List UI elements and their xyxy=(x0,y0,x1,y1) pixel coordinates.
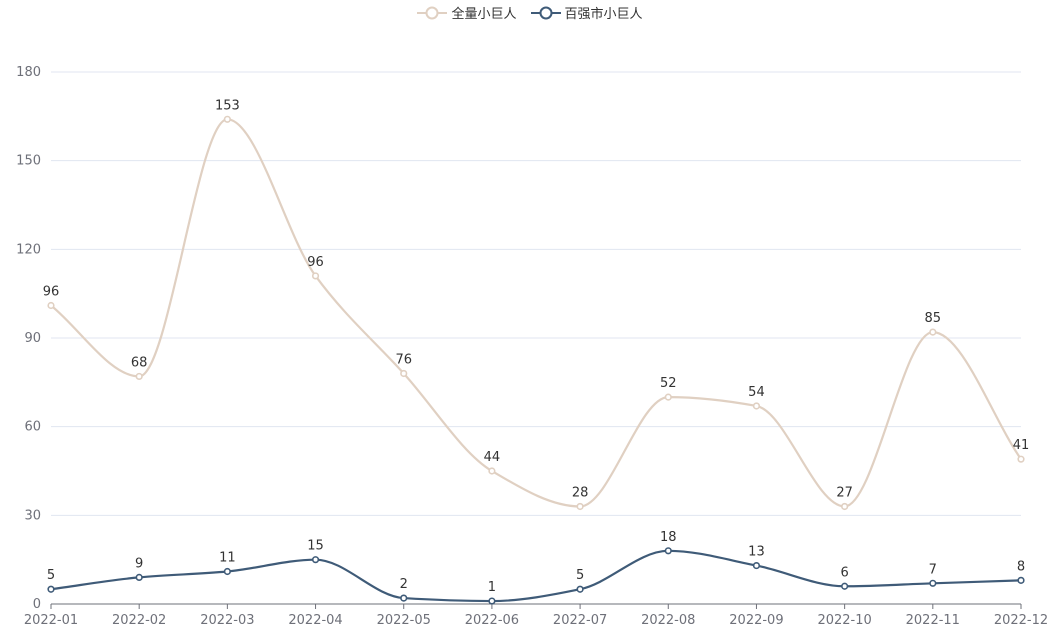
data-point[interactable] xyxy=(1017,576,1025,584)
x-tick-label: 2022-06 xyxy=(465,613,519,628)
x-tick-label: 2022-11 xyxy=(906,613,960,628)
data-label: 27 xyxy=(836,485,853,500)
data-label: 28 xyxy=(572,485,589,500)
x-tick-label: 2022-10 xyxy=(817,613,871,628)
x-tick-label: 2022-08 xyxy=(641,613,695,628)
series-line-1 xyxy=(50,118,1022,508)
data-point[interactable] xyxy=(576,502,584,511)
data-point[interactable] xyxy=(47,585,55,593)
y-tick-label: 60 xyxy=(24,420,41,435)
data-point[interactable] xyxy=(841,502,849,511)
x-tick-label: 2022-04 xyxy=(288,613,342,628)
x-tick-label: 2022-09 xyxy=(729,613,783,628)
data-label: 54 xyxy=(748,385,765,400)
x-tick-label: 2022-07 xyxy=(553,613,607,628)
data-point[interactable] xyxy=(929,579,937,587)
data-label: 41 xyxy=(1013,438,1030,453)
legend-label-series-1: 全量小巨人 xyxy=(451,7,517,22)
series-line-2 xyxy=(50,549,1022,603)
legend-item-series-1[interactable]: 全量小巨人 xyxy=(417,3,517,22)
data-label: 6 xyxy=(840,565,848,580)
y-tick-label: 90 xyxy=(24,331,41,346)
y-tick-label: 150 xyxy=(16,154,41,169)
y-tick-label: 0 xyxy=(33,597,41,612)
legend-item-series-2[interactable]: 百强市小巨人 xyxy=(530,3,643,22)
legend: 全量小巨人 百强市小巨人 xyxy=(0,3,1060,22)
axes: 0 30 60 90 120 150 180 2022-01 2022-02 2022-03 202… xyxy=(16,65,1048,628)
data-point[interactable] xyxy=(841,582,849,590)
y-tick-label: 120 xyxy=(16,242,41,257)
data-label: 44 xyxy=(484,450,501,465)
legend-swatch-series-1 xyxy=(417,6,448,19)
data-label: 7 xyxy=(929,562,937,577)
series-lines xyxy=(50,118,1022,603)
data-label: 76 xyxy=(395,352,412,367)
data-point[interactable] xyxy=(576,585,584,593)
data-label: 15 xyxy=(307,539,324,554)
data-point[interactable] xyxy=(400,369,408,378)
x-tick-label: 2022-12 xyxy=(994,613,1048,628)
data-label: 1 xyxy=(488,580,496,595)
data-point[interactable] xyxy=(752,402,761,410)
data-label: 2 xyxy=(400,577,408,592)
data-label: 18 xyxy=(660,530,677,545)
data-label: 11 xyxy=(219,550,236,565)
data-label: 52 xyxy=(660,376,677,391)
data-point[interactable] xyxy=(135,372,143,381)
legend-label-series-2: 百强市小巨人 xyxy=(564,7,643,22)
data-point[interactable] xyxy=(488,597,496,605)
data-label: 96 xyxy=(43,284,60,299)
data-label: 13 xyxy=(748,545,765,560)
data-points xyxy=(47,115,1025,605)
data-point[interactable] xyxy=(223,567,231,576)
legend-swatch-series-2 xyxy=(530,6,561,19)
x-tick-label: 2022-01 xyxy=(24,613,78,628)
x-tick-label: 2022-05 xyxy=(377,613,431,628)
data-point[interactable] xyxy=(1017,455,1025,463)
data-label: 9 xyxy=(135,556,143,571)
data-point[interactable] xyxy=(311,272,320,280)
data-label: 96 xyxy=(307,255,324,270)
data-label: 5 xyxy=(576,568,584,583)
data-point[interactable] xyxy=(223,115,231,123)
data-label: 85 xyxy=(925,311,942,326)
x-tick-label: 2022-02 xyxy=(112,613,166,628)
data-point[interactable] xyxy=(47,301,55,310)
data-label: 8 xyxy=(1017,559,1025,574)
data-label: 153 xyxy=(215,98,240,113)
data-point[interactable] xyxy=(752,561,761,570)
data-point[interactable] xyxy=(488,467,496,475)
x-tick-label: 2022-03 xyxy=(200,613,254,628)
y-tick-label: 30 xyxy=(24,508,41,523)
data-point[interactable] xyxy=(135,573,143,582)
y-tick-label: 180 xyxy=(16,65,41,80)
data-point[interactable] xyxy=(929,328,937,336)
data-point[interactable] xyxy=(664,393,672,401)
data-point[interactable] xyxy=(311,556,320,564)
grid-lines xyxy=(51,71,1021,516)
data-label: 68 xyxy=(131,355,148,370)
data-label: 5 xyxy=(47,568,55,583)
data-point[interactable] xyxy=(664,547,672,555)
data-point[interactable] xyxy=(400,594,408,602)
